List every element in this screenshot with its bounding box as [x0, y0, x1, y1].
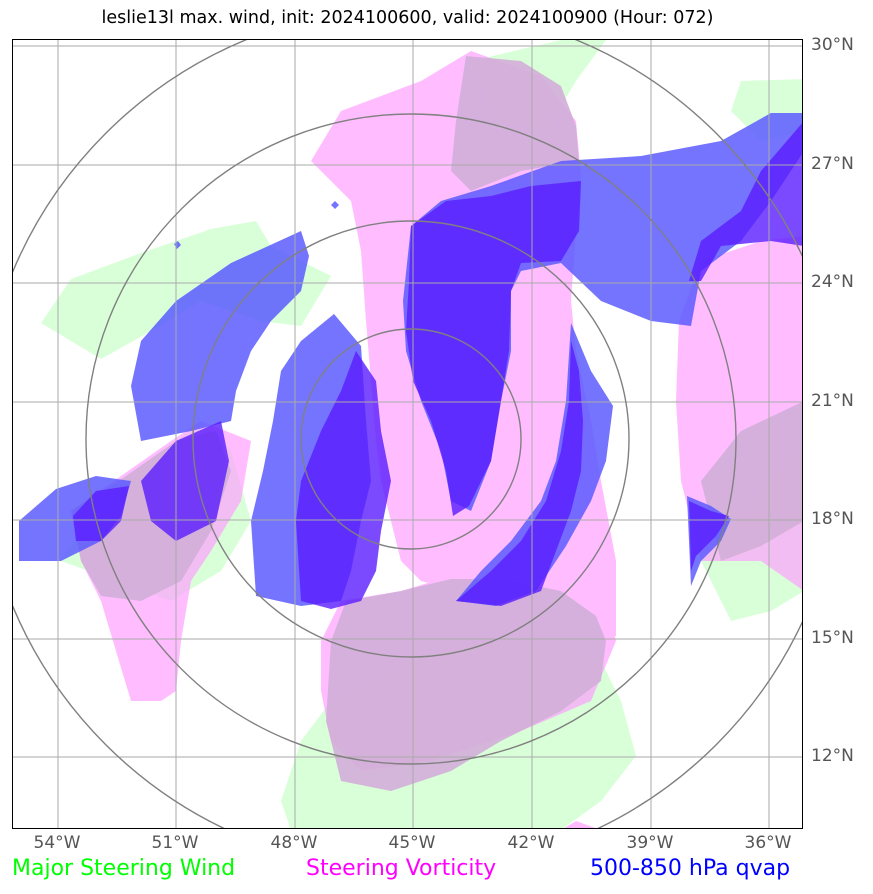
lat-label-18n: 18°N	[811, 509, 854, 529]
legend-steering-wind: Major Steering Wind	[12, 856, 236, 881]
lat-label-21n: 21°N	[811, 391, 854, 411]
range-ring-1	[300, 328, 522, 550]
map-panel	[12, 39, 803, 829]
lon-label-36w: 36°W	[744, 833, 792, 853]
lon-label-51w: 51°W	[151, 833, 199, 853]
range-ring-3	[85, 113, 737, 765]
chart-title: leslie13l max. wind, init: 2024100600, v…	[101, 8, 714, 28]
lat-label-30n: 30°N	[811, 35, 854, 55]
range-ring-2	[192, 220, 630, 658]
lon-label-39w: 39°W	[626, 833, 674, 853]
legend-steering-vorticity: Steering Vorticity	[306, 856, 497, 881]
lat-label-27n: 27°N	[811, 154, 854, 174]
lon-label-45w: 45°W	[388, 833, 436, 853]
lat-label-12n: 12°N	[811, 746, 854, 766]
graticule	[13, 40, 802, 828]
map-canvas	[13, 40, 802, 828]
legend-qvap: 500-850 hPa qvap	[590, 856, 791, 881]
lon-label-48w: 48°W	[270, 833, 318, 853]
range-rings	[13, 40, 802, 828]
lat-label-15n: 15°N	[811, 628, 854, 648]
lon-label-42w: 42°W	[507, 833, 555, 853]
qvap-dark-layer	[73, 123, 802, 609]
lat-label-24n: 24°N	[811, 272, 854, 292]
lon-label-54w: 54°W	[33, 833, 81, 853]
